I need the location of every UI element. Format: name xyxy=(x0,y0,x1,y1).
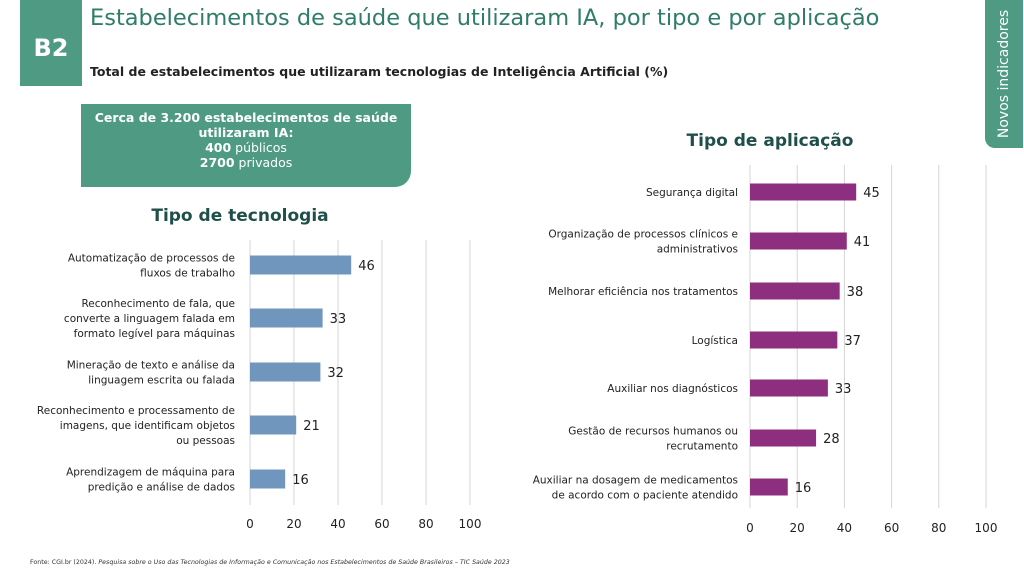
bar-0-2 xyxy=(250,362,321,382)
category-label-0-3: Reconhecimento e processamento de imagens… xyxy=(37,405,235,447)
value-label-0-3: 21 xyxy=(303,419,320,434)
tick-label-0-3: 60 xyxy=(374,517,389,531)
tick-label-1-4: 80 xyxy=(931,521,946,535)
source-note: Fonte: CGI.br (2024). Pesquisa sobre o U… xyxy=(30,559,510,566)
category-label-0-4: Aprendizagem de máquina para predição e a… xyxy=(66,467,235,494)
bar-1-3 xyxy=(750,331,838,349)
category-label-0-2: Mineração de texto e análise da linguagem… xyxy=(67,360,235,387)
value-label-0-2: 32 xyxy=(327,366,344,381)
category-label-0-0: Automatização de processos de fluxos de t… xyxy=(68,253,235,280)
tick-label-0-5: 100 xyxy=(459,517,482,531)
chart-title-application: Tipo de aplicação xyxy=(686,131,854,151)
summary-box: Cerca de 3.200 estabelecimentos de saúde… xyxy=(81,104,411,187)
tick-label-0-0: 0 xyxy=(246,517,254,531)
tick-label-1-0: 0 xyxy=(746,521,754,535)
value-label-1-5: 28 xyxy=(823,432,840,447)
bar-1-0 xyxy=(750,183,857,201)
tick-label-1-2: 40 xyxy=(837,521,852,535)
summary-headline: Cerca de 3.200 estabelecimentos de saúde… xyxy=(94,110,398,140)
value-label-1-1: 41 xyxy=(854,235,871,250)
bar-0-1 xyxy=(250,308,323,328)
tick-label-1-1: 20 xyxy=(790,521,805,535)
indicator-badge: B2 xyxy=(20,0,82,86)
bar-1-4 xyxy=(750,379,828,397)
bar-1-1 xyxy=(750,232,847,250)
value-label-0-4: 16 xyxy=(292,473,309,488)
page-title: Estabelecimentos de saúde que utilizaram… xyxy=(90,5,880,31)
category-label-1-6: Auxiliar na dosagem de medicamentos de ac… xyxy=(533,475,738,502)
bar-1-6 xyxy=(750,478,788,496)
summary-private: 2700 privados xyxy=(199,155,293,170)
category-label-1-1: Organização de processos clínicos e admin… xyxy=(548,229,738,256)
tick-label-0-1: 20 xyxy=(286,517,301,531)
value-label-1-4: 33 xyxy=(835,382,852,397)
bar-0-0 xyxy=(250,255,352,275)
page-subtitle: Total de estabelecimentos que utilizaram… xyxy=(90,64,669,79)
summary-public: 400 públicos xyxy=(205,140,287,155)
category-label-0-1: Reconhecimento de fala, que converte a li… xyxy=(64,298,235,340)
chart-title-technology: Tipo de tecnologia xyxy=(151,206,329,226)
value-label-1-0: 45 xyxy=(863,186,880,201)
value-label-1-3: 37 xyxy=(844,334,861,349)
tick-label-1-5: 100 xyxy=(975,521,998,535)
value-label-1-2: 38 xyxy=(847,285,864,300)
tick-label-0-2: 40 xyxy=(330,517,345,531)
category-label-1-3: Logística xyxy=(692,335,738,347)
category-label-1-0: Segurança digital xyxy=(646,187,738,199)
bar-1-5 xyxy=(750,429,817,447)
side-tab-new-indicators[interactable]: Novos indicadores xyxy=(985,0,1023,148)
bar-0-3 xyxy=(250,415,297,435)
value-label-1-6: 16 xyxy=(795,481,812,496)
category-label-1-2: Melhorar eficiência nos tratamentos xyxy=(548,286,738,298)
value-label-0-1: 33 xyxy=(330,312,347,327)
tick-label-0-4: 80 xyxy=(418,517,433,531)
bar-1-2 xyxy=(750,282,840,300)
category-label-1-4: Auxiliar nos diagnósticos xyxy=(607,383,738,395)
bar-0-4 xyxy=(250,469,286,489)
category-label-1-5: Gestão de recursos humanos ou recrutament… xyxy=(568,426,738,453)
value-label-0-0: 46 xyxy=(358,259,375,274)
tick-label-1-3: 60 xyxy=(884,521,899,535)
